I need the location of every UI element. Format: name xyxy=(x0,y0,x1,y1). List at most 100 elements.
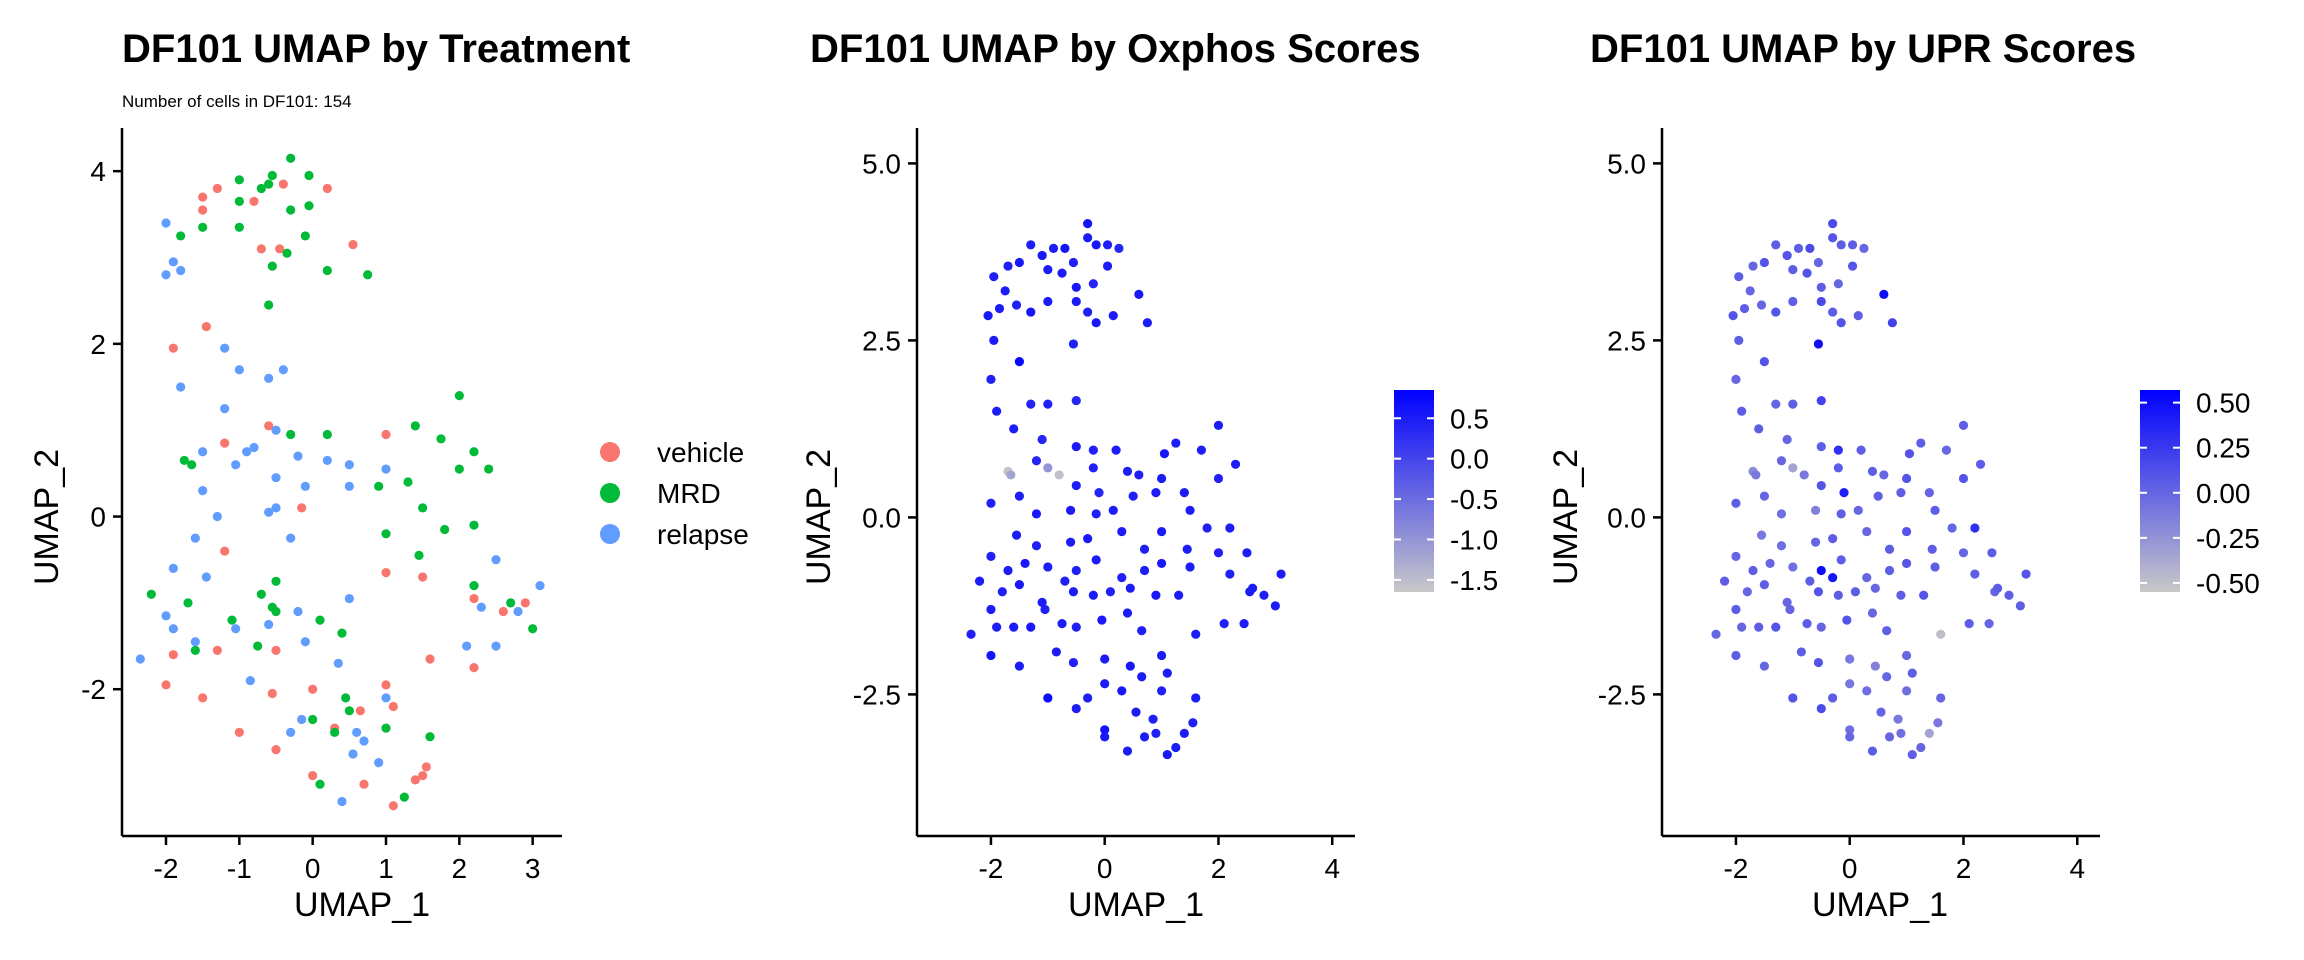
point xyxy=(986,498,996,508)
point-relapse xyxy=(344,593,354,604)
point-vehicle xyxy=(388,701,398,712)
point-MRD xyxy=(528,624,538,634)
point xyxy=(1156,558,1167,569)
point-MRD xyxy=(469,447,479,457)
point-relapse xyxy=(348,749,358,759)
point-MRD xyxy=(176,231,186,241)
point xyxy=(1071,282,1081,292)
point xyxy=(1125,661,1135,671)
point xyxy=(1904,449,1915,459)
point-vehicle xyxy=(267,688,277,699)
point-MRD xyxy=(363,270,373,280)
point xyxy=(1006,470,1016,480)
point xyxy=(1009,424,1019,434)
point xyxy=(1071,296,1081,307)
point xyxy=(1754,424,1764,434)
point-relapse xyxy=(176,382,186,392)
point-vehicle xyxy=(418,770,428,781)
point xyxy=(1117,526,1127,537)
point xyxy=(1737,406,1747,416)
point xyxy=(1745,286,1755,296)
point-vehicle xyxy=(469,663,479,673)
point xyxy=(1993,583,2003,593)
point xyxy=(1031,456,1042,466)
point xyxy=(1847,240,1858,250)
point-vehicle xyxy=(198,693,208,703)
point xyxy=(1091,509,1101,519)
point xyxy=(1026,622,1036,632)
point-relapse xyxy=(176,265,186,276)
point xyxy=(1907,668,1917,678)
point-relapse xyxy=(234,365,244,375)
point-MRD xyxy=(234,196,244,206)
colorbar-tick-label: 0.00 xyxy=(2196,478,2251,509)
point xyxy=(1108,311,1118,321)
point xyxy=(1148,714,1158,724)
point-vehicle xyxy=(212,645,222,655)
point xyxy=(1828,572,1838,583)
point-relapse xyxy=(135,654,145,664)
point xyxy=(1893,714,1903,724)
point xyxy=(1916,742,1926,753)
point xyxy=(1060,576,1070,586)
point xyxy=(1759,357,1769,367)
point xyxy=(1139,544,1150,554)
point xyxy=(1984,619,1994,629)
point xyxy=(1731,650,1741,661)
point xyxy=(1020,558,1030,569)
y-tick-label: -2.5 xyxy=(853,679,901,710)
point xyxy=(1122,608,1133,618)
point-MRD xyxy=(322,265,332,276)
point-relapse xyxy=(333,658,343,668)
point-vehicle xyxy=(308,684,318,694)
point xyxy=(1731,604,1741,615)
point xyxy=(1151,590,1161,600)
point xyxy=(1788,562,1798,572)
panel-subtitle: Number of cells in DF101: 154 xyxy=(122,92,352,111)
point xyxy=(1134,470,1144,480)
point xyxy=(2004,590,2014,600)
point xyxy=(1970,523,1980,533)
point-vehicle xyxy=(498,606,508,617)
y-tick-label: 0.0 xyxy=(1607,502,1646,533)
point xyxy=(1862,686,1872,696)
point xyxy=(1134,289,1144,299)
point xyxy=(1870,583,1880,593)
point-MRD xyxy=(436,434,446,444)
point xyxy=(1108,505,1118,515)
point xyxy=(1151,488,1161,498)
y-axis-label: UMAP_2 xyxy=(800,449,838,585)
point-relapse xyxy=(535,581,545,591)
point xyxy=(1043,463,1053,473)
point xyxy=(1239,619,1249,629)
point-relapse xyxy=(220,404,230,414)
panel-title: DF101 UMAP by Treatment xyxy=(122,27,630,71)
point xyxy=(1987,548,1997,558)
point xyxy=(1003,565,1013,576)
point xyxy=(966,629,976,639)
point xyxy=(1071,565,1081,576)
point xyxy=(1788,265,1798,275)
point-vehicle xyxy=(275,244,285,254)
point xyxy=(1828,693,1838,703)
point-MRD xyxy=(271,606,281,617)
point xyxy=(1879,289,1889,299)
colorbar-tick-label: 0.0 xyxy=(1450,444,1489,475)
point-MRD xyxy=(381,529,391,539)
point xyxy=(1051,647,1061,657)
point-MRD xyxy=(315,615,325,625)
point xyxy=(1782,250,1792,261)
point xyxy=(986,650,996,661)
point xyxy=(1759,661,1769,671)
point xyxy=(1958,420,1969,430)
x-axis-label: UMAP_1 xyxy=(1812,886,1948,924)
point-relapse xyxy=(220,343,230,353)
point xyxy=(1742,587,1752,597)
point xyxy=(1026,399,1036,409)
point-relapse xyxy=(374,758,384,768)
point xyxy=(1276,569,1286,579)
point xyxy=(1026,240,1036,250)
colorbar-gradient xyxy=(2140,390,2180,592)
point xyxy=(1734,272,1744,282)
point xyxy=(1040,604,1050,615)
